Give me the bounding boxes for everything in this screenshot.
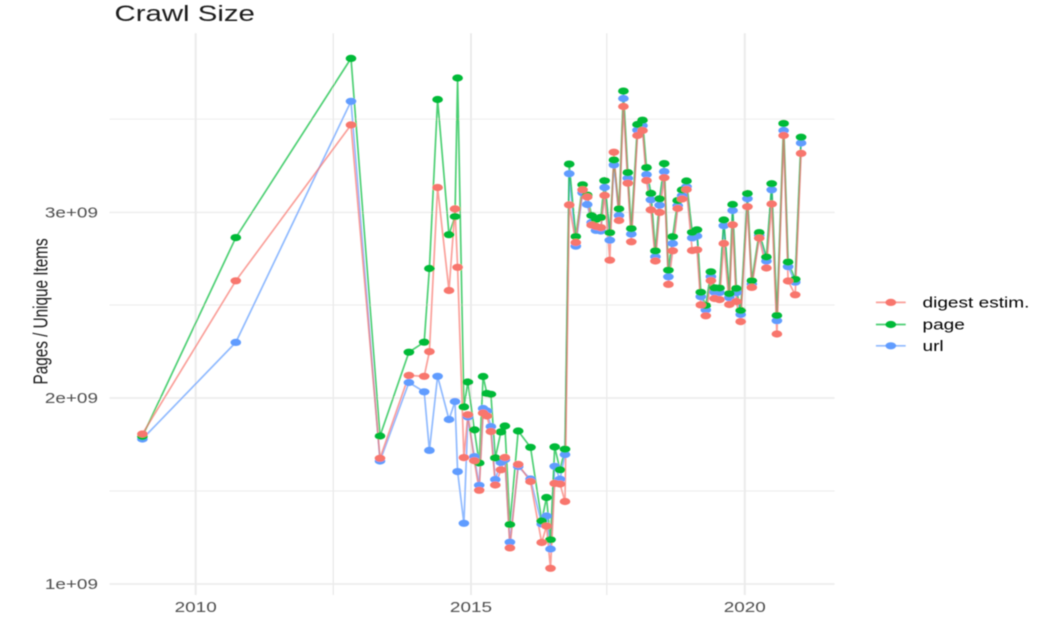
svg-text:1e+09: 1e+09 — [45, 576, 98, 592]
svg-text:2020: 2020 — [724, 599, 766, 615]
svg-text:page: page — [922, 317, 964, 333]
svg-text:3e+09: 3e+09 — [45, 205, 98, 221]
svg-text:Pages / Unique Items: Pages / Unique Items — [29, 238, 52, 384]
svg-text:2015: 2015 — [450, 599, 492, 615]
svg-text:2010: 2010 — [175, 599, 217, 615]
svg-text:url: url — [922, 338, 943, 354]
svg-text:2e+09: 2e+09 — [45, 390, 98, 406]
svg-text:digest estim.: digest estim. — [922, 295, 1029, 311]
svg-text:Crawl Size: Crawl Size — [114, 1, 254, 27]
